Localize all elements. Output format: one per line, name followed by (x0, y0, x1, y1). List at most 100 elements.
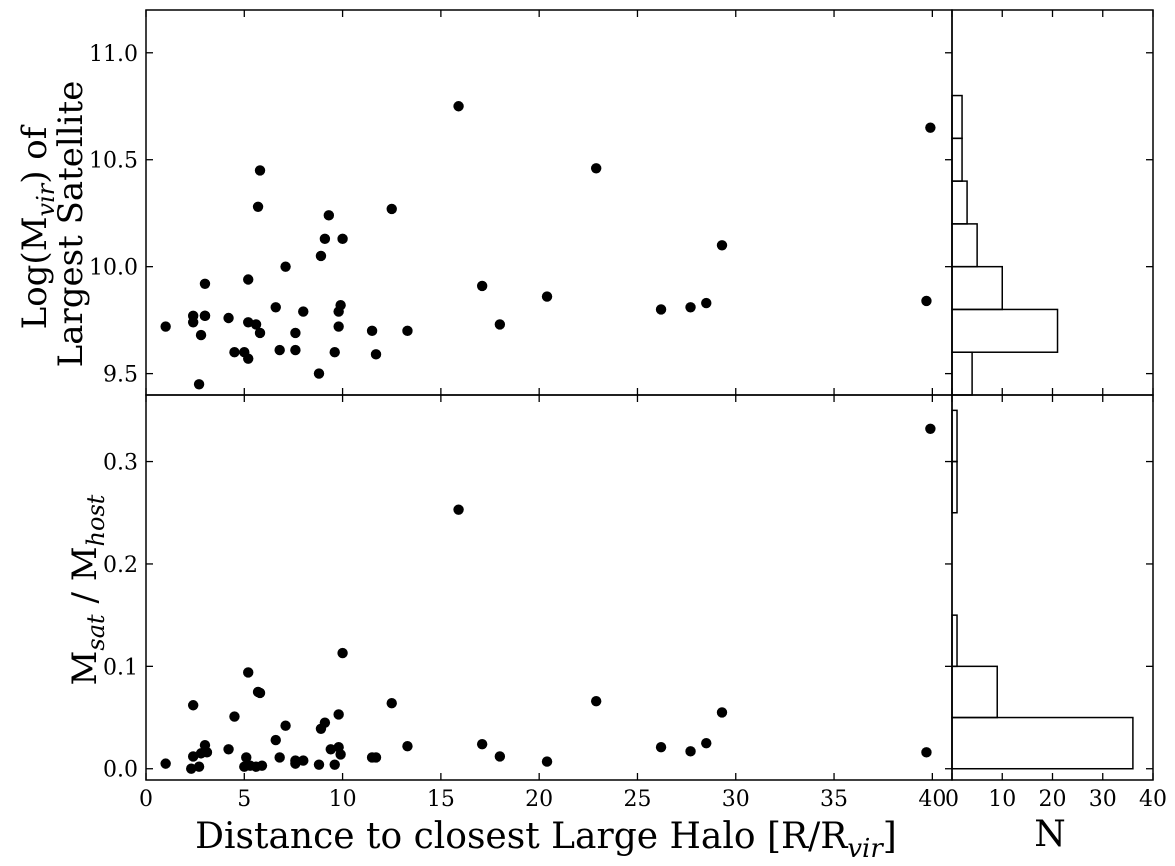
top-scatter-frame (145, 9, 953, 396)
hist-x-tick-label: 40 (1139, 787, 1167, 812)
histogram-bar (951, 137, 963, 182)
data-point (290, 327, 301, 339)
histogram-bar (951, 180, 968, 225)
y-tick-label: 9.5 (103, 363, 138, 388)
hist-x-axis-title: N (1034, 814, 1066, 855)
data-point (366, 325, 378, 337)
data-point (333, 321, 344, 332)
data-point (655, 304, 667, 315)
data-point (335, 299, 346, 311)
data-point (229, 347, 240, 358)
data-point (254, 165, 266, 176)
x-tick-label: 30 (722, 787, 750, 812)
data-point (315, 250, 327, 262)
data-point (333, 709, 344, 720)
data-point (329, 759, 340, 770)
tick-labels: 9.5 10.0 10.5 11.0 0.0 0.1 0.2 0.3 0 5 10 15 20 25 30 3… (89, 42, 1167, 812)
data-point (193, 379, 205, 390)
x-tick-label: 5 (237, 787, 251, 812)
top-scatter-points (160, 101, 936, 390)
data-point (187, 700, 199, 711)
data-point (655, 742, 667, 753)
histogram-bar (951, 614, 958, 668)
data-point (701, 297, 712, 309)
hist-x-tick-label: 30 (1089, 787, 1117, 812)
data-point (250, 319, 262, 330)
data-point (195, 329, 207, 341)
data-point (921, 295, 932, 307)
top-hist-frame (951, 9, 1154, 396)
data-point (590, 163, 602, 174)
data-point (223, 312, 234, 324)
histogram-bar (951, 223, 978, 268)
data-point (270, 734, 281, 746)
data-point (319, 717, 331, 728)
data-point (370, 349, 382, 360)
histogram-bar (951, 94, 963, 140)
data-point (243, 353, 254, 364)
histogram-bar (951, 665, 998, 719)
data-point (280, 261, 291, 272)
y-tick-label: 0.3 (103, 451, 138, 476)
data-point (280, 720, 291, 731)
top-ylabel-line1: Log(Mvir) of (15, 124, 60, 329)
x-tick-label: 10 (329, 787, 357, 812)
top-histogram (951, 94, 1059, 396)
data-point (476, 280, 488, 292)
data-point (313, 759, 325, 770)
data-point (921, 747, 932, 758)
data-point (274, 752, 285, 763)
y-tick-label: 10.5 (89, 149, 138, 174)
data-point (241, 752, 252, 763)
data-point (541, 291, 553, 302)
data-point (290, 755, 301, 766)
data-point (541, 756, 553, 767)
data-point (199, 310, 211, 322)
data-point (229, 711, 240, 722)
data-point (590, 695, 602, 707)
x-tick-label: 20 (525, 787, 553, 812)
data-point (298, 755, 309, 766)
data-point (187, 317, 199, 328)
data-point (187, 751, 199, 762)
x-tick-label: 40 (918, 787, 946, 812)
data-point (329, 347, 340, 358)
data-point (270, 302, 281, 313)
y-tick-label: 0.2 (103, 553, 138, 578)
bottom-histogram (951, 409, 1134, 770)
histogram-bar (951, 308, 1059, 353)
data-point (685, 746, 696, 757)
top-ylabel-line2: Largest Satellite (51, 81, 91, 368)
data-point (335, 749, 346, 760)
data-point (243, 317, 254, 328)
data-point (243, 667, 254, 678)
data-point (386, 203, 397, 215)
hist-x-tick-label: 10 (988, 787, 1016, 812)
histogram-bar (951, 409, 958, 463)
y-tick-label: 0.0 (103, 758, 138, 783)
data-point (313, 368, 325, 379)
data-point (925, 122, 936, 133)
data-point (323, 210, 335, 221)
data-point (716, 707, 728, 718)
data-point (256, 760, 268, 771)
data-point (319, 233, 331, 245)
y-tick-label: 11.0 (89, 42, 138, 67)
data-point (685, 302, 696, 313)
data-point (370, 752, 382, 763)
histogram-bar (951, 460, 958, 514)
data-point (325, 744, 336, 755)
panel-frames (145, 9, 1154, 781)
y-tick-label: 0.1 (103, 655, 138, 680)
data-point (243, 274, 254, 285)
x-tick-label: 25 (623, 787, 651, 812)
data-point (337, 233, 348, 245)
data-point (494, 319, 506, 330)
bottom-ylabel: Msat / Mhost (65, 494, 110, 685)
y-tick-label: 10.0 (89, 256, 138, 281)
x-axis-title: Distance to closest Large Halo [R/Rvir] (195, 816, 897, 864)
data-point (254, 327, 266, 339)
data-point (160, 321, 171, 332)
data-point (186, 763, 197, 774)
